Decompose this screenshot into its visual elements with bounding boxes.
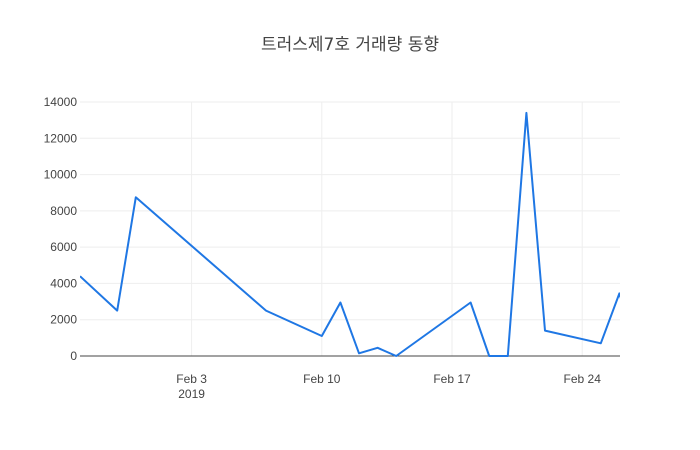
y-tick-label: 4000 — [50, 276, 77, 290]
x-tick-label: Feb 10 — [303, 372, 341, 386]
y-tick-label: 8000 — [50, 204, 77, 218]
x-tick-label: Feb 3 — [176, 372, 207, 386]
y-tick-label: 6000 — [50, 240, 77, 254]
chart-title: 트러스제7호 거래량 동향 — [261, 35, 439, 55]
y-tick-label: 0 — [70, 349, 77, 363]
y-tick-label: 14000 — [44, 95, 78, 109]
x-tick-label: 2019 — [178, 387, 205, 401]
series-layer — [80, 111, 620, 357]
y-tick-label: 10000 — [44, 168, 78, 182]
series-line — [80, 111, 620, 357]
grid — [80, 101, 620, 356]
axes: 0 2000 4000 6000 8000 10000 12000 14000 Feb 3201… — [44, 95, 620, 401]
y-tick-label: 2000 — [50, 313, 77, 327]
y-tick-label: 12000 — [44, 131, 78, 145]
x-tick-label: Feb 24 — [564, 372, 602, 386]
x-tick-label: Feb 17 — [433, 372, 471, 386]
